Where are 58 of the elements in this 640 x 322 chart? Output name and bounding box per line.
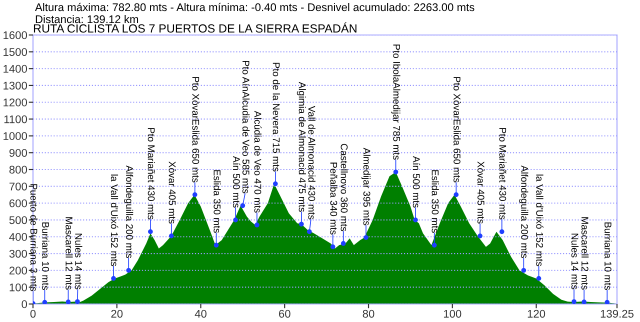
annotation: Castellnovo 360 mts [340,144,348,232]
annotation: Nules 14 mts [571,234,579,290]
annotation: Pto Mariañet 430 mts [148,128,155,220]
annotation: Alcúdia de Veo 470 mts [254,110,262,213]
y-tick-label: 700 [9,182,28,190]
annotation: Pto XòvarEslida 650 mts [192,77,200,182]
annotation: la Vall d'Uixó 152 mts [110,174,118,266]
y-tick-label: 1100 [4,115,28,124]
annotation: Alfondeguilla 200 mts [124,165,134,258]
y-tick-label: 900 [9,148,28,157]
annotation: Xòvar 405 mts [477,161,485,224]
annotation: Mascarell 12 mts [581,217,589,290]
x-tick-label: 60 [279,310,290,318]
annotation: Vall de Almonacid 430 mts [308,106,316,220]
y-tick-label: 1600 [4,31,28,40]
annotation: Mascarell 12 mts [66,217,73,290]
annotation: Algimia de Almonacid 475 mts [296,82,306,212]
x-tick-label: 139.25 [600,310,634,318]
y-tick-label: 200 [9,266,28,275]
annotation: Burriana 10 mts [42,222,50,290]
annotation: Nules 14 mts [75,234,82,290]
annotation: Xòvar 405 mts [168,161,176,224]
annotation: Pto AínAlcudia de Veo 585 mts [242,60,250,194]
annotation: Pto Mariañet 430 mts [499,128,506,220]
x-tick-label: 40 [194,310,206,318]
annotation: Peñalba 340 mts [330,162,338,234]
y-tick-label: 800 [9,166,28,174]
x-tick-label: 80 [362,310,374,318]
annotation: Pto XòvarEslida 650 mts [454,77,461,182]
annotation: Eslida 350 mts [214,170,221,233]
annotation: Puerto de Burriana 3 mts [30,184,38,292]
text: Altura máxima: 782.80 mts - Altura mínima: -0.40 mts - Desnivel acumulado: 2263.00 mts [35,2,474,12]
y-tick-label: 0 [22,300,28,308]
y-tick-label: 500 [9,216,28,224]
annotation: Aín 500 mts [412,156,420,208]
y-tick-label: 400 [9,233,28,241]
x-tick-label: 100 [444,310,462,318]
annotation: Almedijar 395 mts [361,148,371,226]
y-tick-label: 1000 [4,132,28,140]
y-tick-label: 1400 [4,64,28,73]
y-tick-label: 1300 [4,82,28,90]
annotation: Burriana 10 mts [604,222,612,290]
y-tick-label: 1200 [4,98,28,106]
x-tick-label: 0 [30,310,36,318]
y-tick-label: 100 [10,283,28,292]
x-tick-label: 20 [111,310,123,318]
x-tick-label: 120 [528,310,546,318]
annotation: Eslida 350 mts [432,170,439,233]
y-tick-label: 600 [9,199,28,208]
y-tick-label: 300 [9,250,28,258]
text: Distancia: 139.12 km [36,15,138,24]
annotation: Pto IbolaAlmedijar 785 mts [391,44,400,160]
annotation: la Vall d'Uixó 152 mts [536,174,544,266]
y-tick-label: 1500 [4,48,28,56]
annotation: Pto de la Nevera 715 mts [272,62,280,172]
annotation: Aín 500 mts [232,156,240,208]
chart-title: RUTA CICLISTA LOS 7 PUERTOS DE LA SIERRA ESPADÁN [34,22,356,33]
annotation: Alfondeguilla 200 mts [519,165,528,258]
